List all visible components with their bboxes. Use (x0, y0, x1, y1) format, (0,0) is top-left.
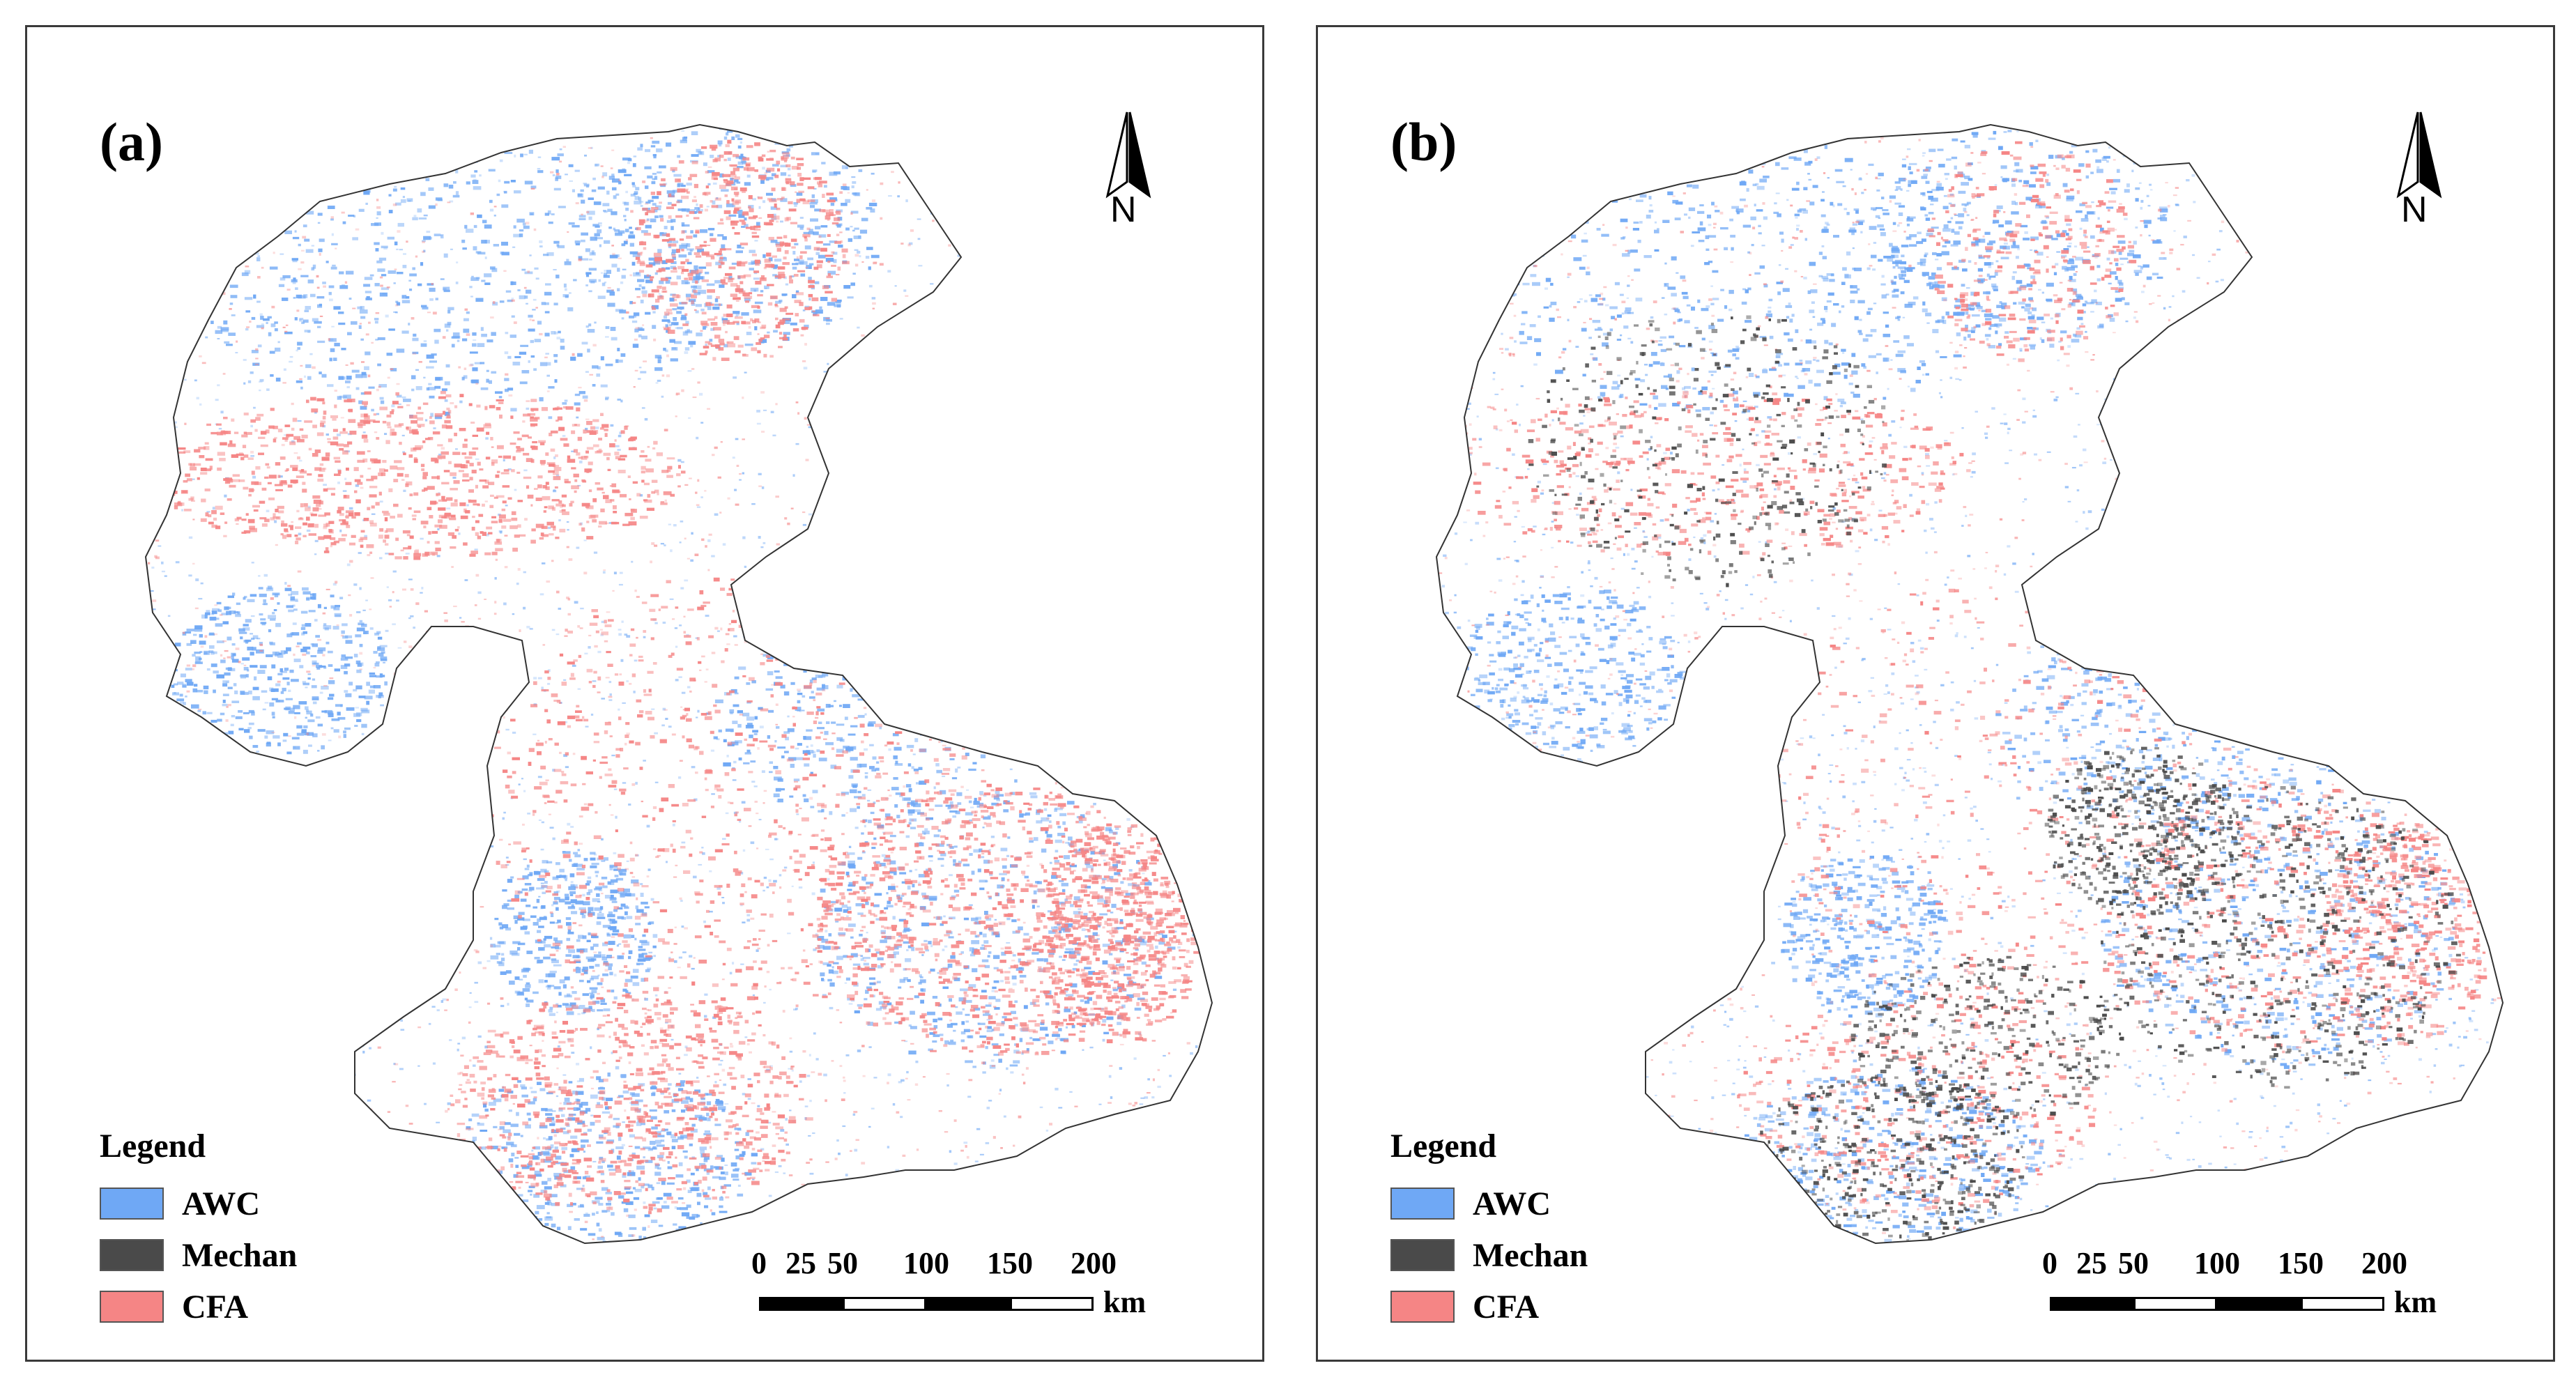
scale-segment (843, 1297, 926, 1311)
land-cover-map-b (1435, 123, 2504, 1245)
scale-tick-label: 0 (751, 1245, 767, 1281)
scale-tick-label: 25 (785, 1245, 816, 1281)
scale-tick-label: 50 (2118, 1245, 2149, 1281)
legend-label: AWC (1473, 1185, 1551, 1223)
scale-segment (2301, 1297, 2384, 1311)
region-boundary (144, 123, 1213, 1245)
mechan-layer (1528, 315, 2461, 1243)
scale-tick-label: 25 (2076, 1245, 2107, 1281)
legend-label: CFA (182, 1288, 248, 1326)
map-panel-b: (b) N Legend AWC Mechan CFA 0 25 50 100 … (1316, 25, 2555, 1362)
scale-tick-label: 0 (2042, 1245, 2057, 1281)
legend-item-mechan: Mechan (1390, 1229, 1588, 1281)
legend-item-cfa: CFA (1390, 1281, 1588, 1332)
cfa-swatch (1390, 1291, 1455, 1323)
scale-tick-label: 200 (2361, 1245, 2407, 1281)
scale-segment (2050, 1297, 2133, 1311)
legend-title: Legend (1390, 1127, 1588, 1165)
scale-tick-label: 50 (827, 1245, 858, 1281)
scale-unit: km (2394, 1284, 2437, 1320)
legend-item-cfa: CFA (100, 1281, 297, 1332)
north-arrow-icon (2396, 112, 2442, 199)
legend-label: AWC (182, 1185, 260, 1223)
scale-tick-label: 150 (987, 1245, 1033, 1281)
scale-bar: 0 25 50 100 150 200 km (751, 1245, 1191, 1329)
mechan-swatch (100, 1239, 164, 1271)
legend-item-awc: AWC (100, 1178, 297, 1229)
legend-title: Legend (100, 1127, 297, 1165)
land-cover-map-a (144, 123, 1213, 1245)
north-label: N (2401, 189, 2428, 231)
scale-tick-label: 200 (1071, 1245, 1117, 1281)
region-boundary (1435, 123, 2504, 1245)
map-panel-a: (a) N Legend AWC Mechan CFA 0 25 50 100 … (25, 25, 1264, 1362)
legend-label: CFA (1473, 1288, 1539, 1326)
scale-unit: km (1103, 1284, 1146, 1320)
scale-segment (926, 1297, 1010, 1311)
scale-bar: 0 25 50 100 150 200 km (2042, 1245, 2482, 1329)
scale-tick-label: 150 (2278, 1245, 2324, 1281)
scale-segment (2217, 1297, 2301, 1311)
legend-label: Mechan (182, 1236, 297, 1275)
north-arrow-icon (1105, 112, 1151, 199)
scale-segment (2133, 1297, 2217, 1311)
cfa-layer (146, 125, 1212, 1243)
scale-tick-label: 100 (903, 1245, 949, 1281)
awc-swatch (100, 1188, 164, 1220)
legend-label: Mechan (1473, 1236, 1588, 1275)
scale-segment (759, 1297, 843, 1311)
scale-tick-label: 100 (2194, 1245, 2240, 1281)
legend: Legend AWC Mechan CFA (1390, 1127, 1588, 1332)
panel-label: (a) (100, 111, 163, 174)
legend: Legend AWC Mechan CFA (100, 1127, 297, 1332)
awc-layer (146, 125, 1212, 1243)
mechan-swatch (1390, 1239, 1455, 1271)
legend-item-awc: AWC (1390, 1178, 1588, 1229)
panel-label: (b) (1390, 111, 1457, 174)
awc-swatch (1390, 1188, 1455, 1220)
scale-segment (1010, 1297, 1094, 1311)
legend-item-mechan: Mechan (100, 1229, 297, 1281)
cfa-swatch (100, 1291, 164, 1323)
north-label: N (1110, 189, 1137, 231)
